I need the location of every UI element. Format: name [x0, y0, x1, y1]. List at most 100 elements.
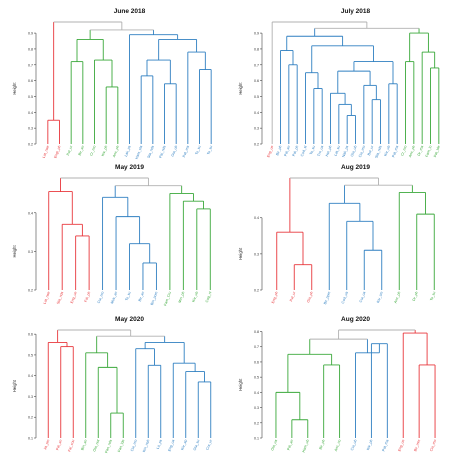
leaf-label: Pal_ph [292, 145, 300, 157]
y-tick-label: 0.4 [254, 391, 259, 395]
leaf-label: Bir_ph [275, 145, 282, 156]
dendrogram-panel-4: Aug 2019 0.2 0.3 0.4 Height Eng_ph Pal_ur Gla_p… [238, 164, 436, 305]
dendrogram-panel-5: May 2020 0.1 0.2 0.3 0.4 0.5 0.6 Height Ja_pin Pa… [12, 316, 213, 454]
dendrogram-panel-2: July 2018 0.2 0.3 0.4 0.5 0.6 0.7 0.8 0.9 Height E… [238, 8, 441, 159]
leaf-label: Pat_ma [381, 439, 389, 452]
leaf-label: Dr_ma [417, 145, 424, 157]
y-tick-label: 0.6 [28, 333, 33, 337]
leaf-label: Gla_ub [350, 145, 358, 157]
y-axis-label: Height [12, 379, 17, 392]
leaf-label: Lat_nae [42, 145, 50, 159]
leaf-label: Pan_lde [117, 439, 125, 453]
leaf-label: Pal_ur [289, 290, 297, 302]
y-tick-label: 0.4 [28, 211, 33, 215]
panel-title: Aug 2019 [341, 164, 370, 171]
leaf-label: Lak_ps [124, 145, 132, 157]
y-tick-label: 0.1 [254, 437, 259, 441]
y-tick-label: 0.3 [28, 127, 33, 131]
leaf-label: Cr_mo [89, 145, 96, 157]
panel-title: Aug 2020 [341, 316, 370, 323]
leaf-label: Cia_mo [130, 439, 138, 452]
leaf-label: Cia_ua [359, 291, 367, 303]
leaf-label: Sta_nds [56, 291, 64, 305]
y-tick-label: 0.4 [254, 111, 259, 115]
leaf-label: Cod_st [300, 145, 308, 157]
y-tick-label: 0.6 [254, 360, 259, 364]
y-tick-label: 0.2 [254, 289, 259, 293]
leaf-label: Hel_ph [325, 145, 333, 157]
leaf-label: To_su [206, 145, 213, 155]
leaf-label: To_su [195, 145, 202, 155]
leaf-label: Cia_ub [350, 439, 358, 451]
leaf-label: Eng_ue [70, 291, 78, 304]
leaf-label: To_su [309, 145, 316, 155]
y-tick-label: 0.9 [28, 32, 33, 36]
y-tick-label: 0.4 [254, 216, 259, 220]
dendrogram-panel-3: May 2019 0.2 0.3 0.4 Height Lat_nae Sta_nds Eng… [12, 164, 212, 306]
leaf-label: Ola_ua [270, 439, 278, 451]
y-tick-label: 0.7 [254, 63, 259, 67]
leaf-label: Gla_ph [306, 291, 314, 303]
leaf-label: Kiv_ap [180, 439, 188, 451]
leaf-label: Kin_nah [142, 439, 150, 453]
leaf-label: Kiv_cm [376, 291, 384, 303]
leaf-label: To_su [125, 291, 132, 301]
leaf-label: Anc_ph [393, 291, 401, 304]
leaf-label: Anc_ph [408, 145, 416, 158]
leaf-label: Cog_nl [205, 291, 213, 303]
leaf-label: Cod_ua [341, 291, 349, 304]
leaf-label: Pat_ma [391, 145, 399, 158]
y-tick-label: 0.5 [28, 95, 33, 99]
y-tick-label: 0.3 [254, 252, 259, 256]
y-tick-label: 0.8 [28, 47, 33, 51]
leaf-label: Min_ph [178, 291, 186, 303]
leaf-label: Lat_nae [43, 291, 51, 305]
y-tick-label: 0.2 [254, 421, 259, 425]
y-tick-label: 0.4 [28, 111, 33, 115]
leaf-label: Ham_sla [135, 145, 144, 160]
y-tick-label: 0.1 [28, 437, 33, 441]
leaf-label: Bir_mm [413, 439, 421, 452]
y-tick-label: 0.3 [28, 250, 33, 254]
y-tick-label: 0.8 [254, 330, 259, 334]
y-axis-label: Height [238, 82, 243, 95]
y-tick-label: 0.5 [28, 353, 33, 357]
y-tick-label: 0.6 [254, 79, 259, 83]
y-tick-label: 0.7 [28, 63, 33, 67]
leaf-label: Bin_pom [150, 291, 159, 306]
leaf-label: Pal_an [283, 145, 291, 157]
leaf-label: Kiv_ub [383, 145, 391, 157]
leaf-label: Bin_an [80, 439, 88, 451]
panel-title: May 2020 [115, 316, 144, 323]
leaf-label: Anc_ph [112, 145, 120, 158]
y-tick-label: 0.3 [28, 395, 33, 399]
leaf-label: Pal_nds [158, 145, 166, 159]
leaf-label: Muk_an [110, 291, 118, 304]
leaf-label: Bir_an [78, 145, 85, 156]
y-axis-label: Height [238, 378, 243, 391]
leaf-label: Pal_an [55, 439, 63, 451]
leaf-label: Kiv_ub [191, 291, 199, 303]
leaf-label: Sta_nds [374, 145, 382, 159]
dendrogram-panel-1: June 2018 0.2 0.3 0.4 0.5 0.6 0.7 0.8 0.9 Height L… [12, 8, 213, 160]
leaf-label: Sta_nds [147, 145, 155, 159]
leaf-label: Cia_mo [429, 439, 437, 452]
leaf-label: Nak_ps [341, 145, 349, 158]
leaf-label: Ola_not [92, 439, 100, 452]
leaf-label: Kiv_ph [366, 439, 374, 451]
y-tick-label: 0.9 [254, 32, 259, 36]
leaf-label: Pal_ur [66, 144, 74, 156]
panel-title: July 2018 [341, 8, 371, 15]
y-tick-label: 0.3 [254, 127, 259, 131]
leaf-label: Eng_ua [167, 439, 175, 452]
y-tick-label: 0.8 [254, 47, 259, 51]
leaf-label: Cra_ur [205, 438, 213, 450]
y-axis-label: Height [12, 82, 17, 95]
leaf-label: Eng_ue [397, 439, 405, 452]
panel-title: May 2019 [115, 164, 144, 171]
y-axis-label: Height [12, 244, 17, 257]
y-axis-label: Height [238, 247, 243, 260]
leaf-label: Eng_ue [266, 145, 274, 158]
leaf-label: Tro_ua [317, 145, 325, 157]
